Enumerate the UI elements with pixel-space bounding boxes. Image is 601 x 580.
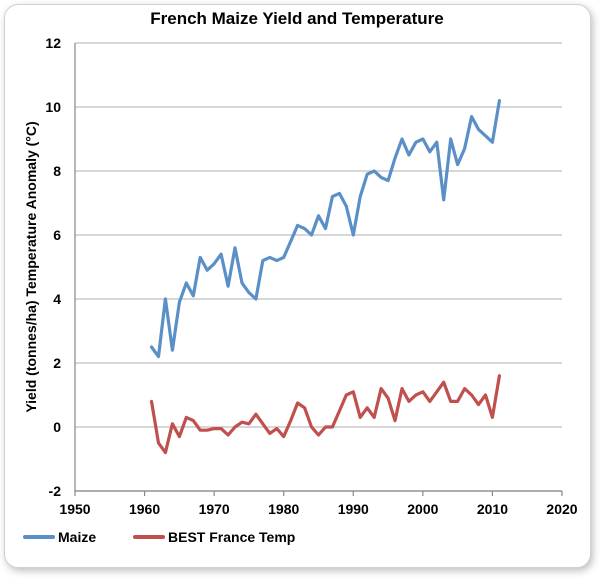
x-tick-label: 2020 xyxy=(546,501,577,517)
axes xyxy=(74,43,563,496)
x-tick-label: 1950 xyxy=(59,501,90,517)
series-lines xyxy=(149,98,501,455)
y-tick-label: 10 xyxy=(45,99,61,115)
x-tick-label: 1960 xyxy=(129,501,160,517)
series-line-temperature xyxy=(149,374,501,455)
y-tick-label: 12 xyxy=(45,35,61,51)
series-line-maize xyxy=(149,98,501,359)
legend-label: BEST France Temp xyxy=(168,529,295,545)
grid-lines xyxy=(75,42,562,492)
x-tick-label: 1980 xyxy=(268,501,299,517)
y-tick-label: 4 xyxy=(53,291,61,307)
x-tick-label: 1970 xyxy=(199,501,230,517)
x-tick-label: 2010 xyxy=(477,501,508,517)
y-tick-label: -2 xyxy=(49,483,62,499)
x-tick-labels: 1950 1960 1970 1980 1990 2000 2010 2020 xyxy=(59,501,577,517)
chart-frame xyxy=(4,4,591,568)
x-tick-label: 1990 xyxy=(338,501,369,517)
y-tick-label: 2 xyxy=(53,355,61,371)
chart-title: French Maize Yield and Temperature xyxy=(150,9,444,28)
y-tick-label: 6 xyxy=(53,227,61,243)
y-tick-label: 0 xyxy=(53,419,61,435)
y-axis-label: Yield (tonnes/ha) Temperature Anomaly (°… xyxy=(23,121,39,412)
y-tick-labels: -2 0 2 4 6 8 10 12 xyxy=(45,35,61,499)
x-tick-label: 2000 xyxy=(407,501,438,517)
legend-label: Maize xyxy=(58,529,96,545)
legend: Maize BEST France Temp xyxy=(23,529,295,545)
y-tick-label: 8 xyxy=(53,163,61,179)
